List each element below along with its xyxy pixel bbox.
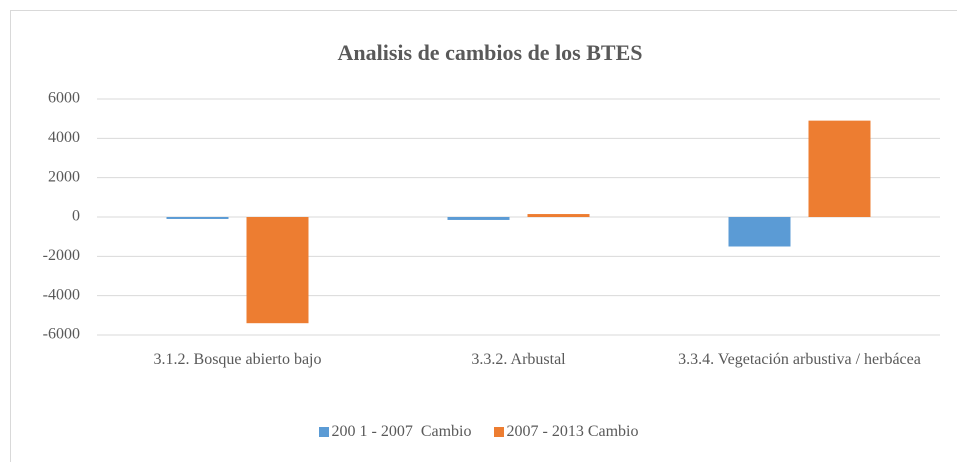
x-tick-label: 3.1.2. Bosque abierto bajo: [153, 351, 322, 368]
x-tick-label: 3.3.4. Vegetación arbustiva / herbácea: [678, 351, 921, 368]
legend-item: 200 1 - 2007 Cambio: [318, 423, 472, 441]
x-tick-label: 3.3.2. Arbustal: [471, 351, 566, 368]
bar: [728, 217, 791, 247]
legend-item: 2007 - 2013 Cambio: [493, 423, 639, 441]
y-tick-label: -2000: [43, 247, 80, 264]
bar: [527, 214, 590, 217]
legend-swatch: [318, 427, 329, 437]
legend-label: 200 1 - 2007 Cambio: [331, 423, 472, 440]
legend: 200 1 - 2007 Cambio 2007 - 2013 Cambio: [0, 423, 957, 441]
y-tick-label: 4000: [48, 129, 80, 146]
chart-title: Analisis de cambios de los BTES: [337, 40, 642, 65]
legend-swatch: [493, 427, 504, 437]
bar: [246, 217, 309, 324]
y-tick-label: -4000: [43, 286, 80, 303]
y-tick-label: -6000: [43, 326, 80, 343]
bar: [808, 120, 871, 217]
chart-frame: [10, 10, 957, 462]
bar: [166, 217, 229, 219]
y-tick-label: 2000: [48, 168, 80, 185]
bar: [447, 217, 510, 220]
y-tick-label: 6000: [48, 90, 80, 107]
y-tick-label: 0: [72, 208, 80, 225]
legend-label: 2007 - 2013 Cambio: [506, 423, 639, 440]
